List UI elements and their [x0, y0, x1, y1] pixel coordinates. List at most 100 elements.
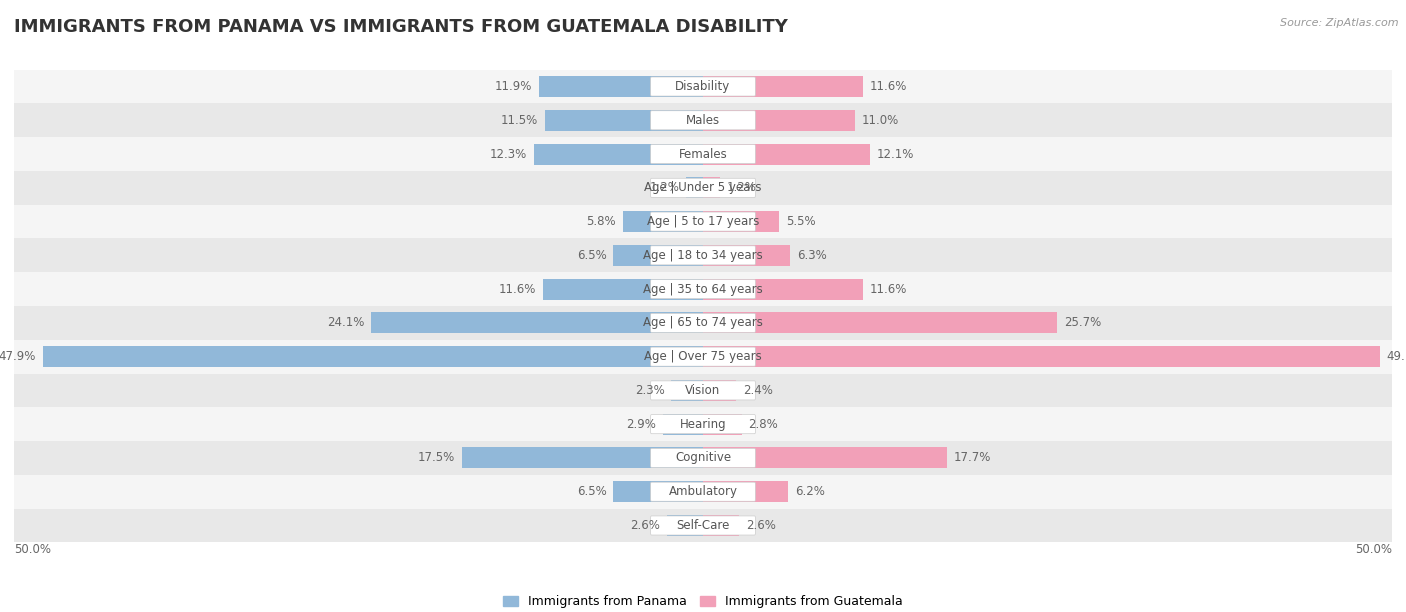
FancyBboxPatch shape — [651, 111, 755, 130]
Bar — [14, 340, 1392, 373]
Bar — [533, 144, 703, 165]
Bar — [664, 414, 703, 435]
Text: 11.6%: 11.6% — [499, 283, 536, 296]
Bar — [703, 110, 855, 131]
Bar — [703, 76, 863, 97]
Text: 11.9%: 11.9% — [495, 80, 531, 93]
Text: 11.6%: 11.6% — [870, 283, 907, 296]
Bar — [703, 481, 789, 502]
Text: 2.8%: 2.8% — [748, 417, 778, 431]
Text: 1.2%: 1.2% — [727, 181, 756, 195]
Bar — [14, 70, 1392, 103]
Text: Disability: Disability — [675, 80, 731, 93]
Text: 11.5%: 11.5% — [501, 114, 537, 127]
Text: 6.3%: 6.3% — [797, 249, 827, 262]
Bar — [14, 306, 1392, 340]
Bar — [14, 204, 1392, 239]
Text: Males: Males — [686, 114, 720, 127]
Text: 6.5%: 6.5% — [576, 485, 606, 498]
Bar — [668, 515, 703, 536]
Text: 2.3%: 2.3% — [634, 384, 665, 397]
Bar — [613, 481, 703, 502]
Bar — [461, 447, 703, 468]
FancyBboxPatch shape — [651, 516, 755, 535]
Bar — [44, 346, 703, 367]
FancyBboxPatch shape — [651, 212, 755, 231]
Legend: Immigrants from Panama, Immigrants from Guatemala: Immigrants from Panama, Immigrants from … — [503, 595, 903, 608]
Bar — [703, 447, 946, 468]
Text: 2.9%: 2.9% — [626, 417, 657, 431]
Bar — [623, 211, 703, 232]
Bar — [14, 441, 1392, 475]
Text: 50.0%: 50.0% — [14, 543, 51, 556]
Text: 11.6%: 11.6% — [870, 80, 907, 93]
FancyBboxPatch shape — [651, 381, 755, 400]
Text: Age | 65 to 74 years: Age | 65 to 74 years — [643, 316, 763, 329]
Bar — [14, 509, 1392, 542]
FancyBboxPatch shape — [651, 347, 755, 366]
Text: 24.1%: 24.1% — [326, 316, 364, 329]
Text: 6.2%: 6.2% — [796, 485, 825, 498]
Text: Vision: Vision — [685, 384, 721, 397]
Bar — [538, 76, 703, 97]
Bar — [14, 475, 1392, 509]
Bar — [14, 171, 1392, 204]
Text: 2.4%: 2.4% — [742, 384, 773, 397]
FancyBboxPatch shape — [651, 144, 755, 163]
Text: Cognitive: Cognitive — [675, 452, 731, 465]
Text: 1.2%: 1.2% — [650, 181, 679, 195]
Text: Hearing: Hearing — [679, 417, 727, 431]
Bar — [613, 245, 703, 266]
Text: 12.3%: 12.3% — [489, 147, 527, 160]
Text: 11.0%: 11.0% — [862, 114, 898, 127]
FancyBboxPatch shape — [651, 313, 755, 332]
Bar — [14, 373, 1392, 408]
FancyBboxPatch shape — [651, 77, 755, 96]
FancyBboxPatch shape — [651, 415, 755, 434]
Bar — [703, 312, 1057, 334]
FancyBboxPatch shape — [651, 482, 755, 501]
Bar — [703, 177, 720, 198]
Text: 17.5%: 17.5% — [418, 452, 456, 465]
FancyBboxPatch shape — [651, 178, 755, 197]
Text: 2.6%: 2.6% — [745, 519, 776, 532]
Text: Age | 35 to 64 years: Age | 35 to 64 years — [643, 283, 763, 296]
Text: IMMIGRANTS FROM PANAMA VS IMMIGRANTS FROM GUATEMALA DISABILITY: IMMIGRANTS FROM PANAMA VS IMMIGRANTS FRO… — [14, 18, 787, 36]
Text: Source: ZipAtlas.com: Source: ZipAtlas.com — [1281, 18, 1399, 28]
Bar — [703, 346, 1379, 367]
FancyBboxPatch shape — [651, 280, 755, 299]
Text: 49.1%: 49.1% — [1386, 350, 1406, 363]
Text: 6.5%: 6.5% — [576, 249, 606, 262]
Bar — [703, 515, 738, 536]
FancyBboxPatch shape — [651, 246, 755, 265]
Bar — [703, 414, 741, 435]
Text: 5.5%: 5.5% — [786, 215, 815, 228]
Bar — [14, 272, 1392, 306]
Bar — [14, 137, 1392, 171]
Text: Ambulatory: Ambulatory — [668, 485, 738, 498]
Text: 2.6%: 2.6% — [630, 519, 661, 532]
Text: 17.7%: 17.7% — [953, 452, 991, 465]
Bar — [703, 211, 779, 232]
Bar — [544, 110, 703, 131]
Text: Age | Over 75 years: Age | Over 75 years — [644, 350, 762, 363]
Bar — [703, 245, 790, 266]
FancyBboxPatch shape — [651, 449, 755, 468]
Bar — [543, 278, 703, 300]
Text: 50.0%: 50.0% — [1355, 543, 1392, 556]
Text: 25.7%: 25.7% — [1064, 316, 1101, 329]
Bar — [14, 408, 1392, 441]
Bar — [703, 144, 870, 165]
Bar — [14, 103, 1392, 137]
Text: 5.8%: 5.8% — [586, 215, 616, 228]
Text: 12.1%: 12.1% — [876, 147, 914, 160]
Text: Age | 18 to 34 years: Age | 18 to 34 years — [643, 249, 763, 262]
Bar — [14, 239, 1392, 272]
Text: Age | 5 to 17 years: Age | 5 to 17 years — [647, 215, 759, 228]
Bar — [671, 380, 703, 401]
Text: Age | Under 5 years: Age | Under 5 years — [644, 181, 762, 195]
Text: Females: Females — [679, 147, 727, 160]
Bar — [703, 380, 737, 401]
Text: 47.9%: 47.9% — [0, 350, 37, 363]
Bar — [686, 177, 703, 198]
